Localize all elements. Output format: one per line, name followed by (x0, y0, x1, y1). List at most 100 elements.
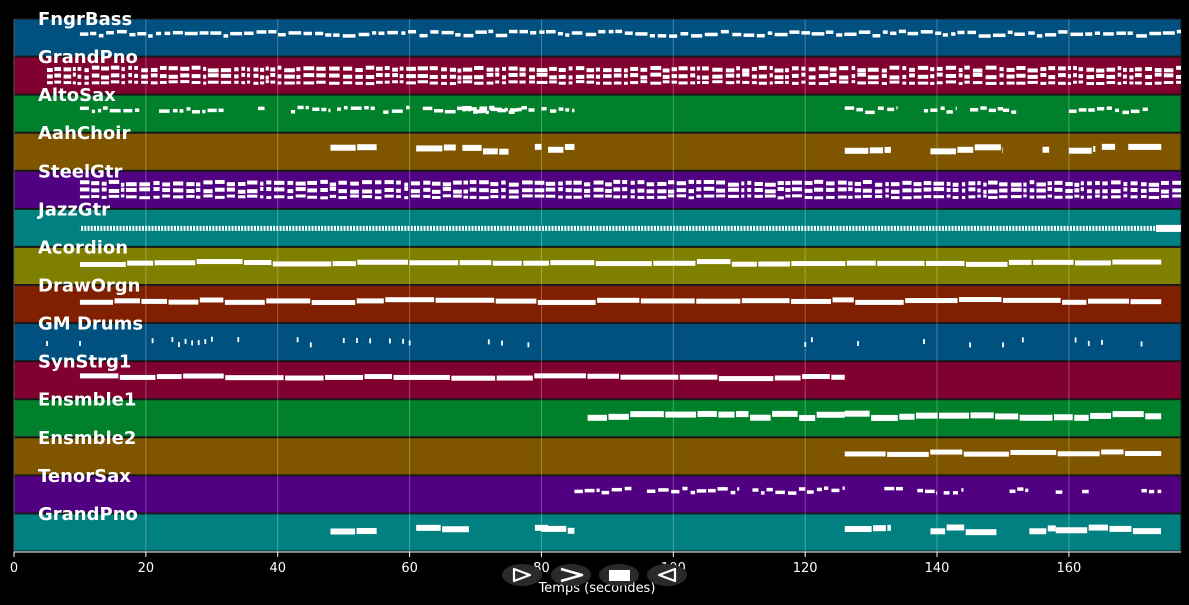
note (1086, 75, 1095, 80)
note (902, 196, 912, 200)
note (203, 180, 213, 185)
note (320, 196, 328, 200)
note (875, 195, 883, 199)
note (955, 106, 957, 111)
note (1036, 195, 1046, 199)
note (930, 67, 935, 72)
note (848, 181, 853, 186)
note (916, 412, 938, 419)
note (546, 29, 556, 34)
note (946, 524, 965, 531)
note (101, 181, 107, 186)
play-button[interactable] (502, 564, 542, 586)
note (837, 187, 847, 192)
note (613, 73, 622, 78)
note-gap (323, 225, 325, 232)
stop-button[interactable] (599, 564, 639, 586)
note (649, 34, 655, 38)
note (946, 110, 953, 114)
note-gap (646, 225, 648, 232)
note-gap (153, 225, 155, 232)
note (988, 108, 996, 113)
note (1102, 195, 1108, 199)
note (1094, 31, 1100, 35)
note-gap (399, 225, 402, 232)
note-gap (143, 225, 146, 232)
note (873, 525, 886, 532)
note (462, 144, 482, 151)
note-gap (1091, 225, 1093, 232)
note (890, 196, 900, 200)
note (785, 181, 791, 186)
note (920, 30, 933, 34)
note (881, 82, 887, 86)
note (586, 74, 595, 79)
note (630, 195, 635, 199)
note (141, 298, 168, 304)
note (972, 81, 983, 85)
note (325, 33, 332, 37)
note (620, 374, 679, 380)
note (622, 195, 628, 199)
note (523, 260, 549, 266)
note (1086, 82, 1095, 86)
note (657, 195, 667, 199)
note (1148, 489, 1155, 494)
note (196, 182, 201, 187)
note-gap (1020, 225, 1022, 232)
note-gap (547, 225, 549, 232)
note (329, 194, 337, 198)
note-gap (393, 225, 395, 232)
note (836, 33, 843, 37)
track-band (13, 361, 1182, 400)
note (605, 194, 612, 198)
note (630, 66, 639, 71)
note (462, 75, 473, 80)
note (676, 188, 687, 193)
note-gap (639, 225, 642, 232)
note (613, 81, 622, 85)
note (1029, 195, 1035, 199)
note (1102, 189, 1108, 194)
reverse-button[interactable] (647, 564, 687, 586)
note (1122, 74, 1127, 79)
note (806, 490, 814, 494)
note-gap (588, 225, 590, 232)
note (958, 73, 963, 78)
note-gap (681, 225, 683, 232)
note (586, 68, 595, 73)
note (297, 105, 304, 110)
note (162, 194, 171, 198)
note (801, 66, 806, 71)
note (565, 188, 572, 193)
note (855, 299, 904, 305)
note (930, 74, 935, 79)
note (605, 188, 612, 193)
note (429, 74, 438, 79)
note (303, 73, 315, 78)
note (72, 66, 76, 71)
note (247, 80, 251, 84)
note (826, 187, 835, 192)
note (804, 341, 807, 347)
note (957, 146, 974, 153)
note-gap (1126, 225, 1128, 232)
note (77, 82, 82, 86)
note (309, 342, 312, 348)
forward-button[interactable] (551, 564, 591, 586)
note-gap (684, 225, 686, 232)
note (355, 74, 363, 79)
note (490, 188, 499, 193)
note (1010, 195, 1022, 199)
note (1017, 487, 1024, 491)
note (1101, 143, 1116, 150)
note (108, 179, 120, 184)
note-gap (844, 225, 846, 232)
note (1140, 341, 1143, 347)
note (862, 194, 872, 198)
note (593, 194, 604, 198)
note-gap (451, 225, 453, 232)
note (716, 188, 726, 193)
note (396, 195, 401, 199)
note-gap (982, 225, 984, 232)
